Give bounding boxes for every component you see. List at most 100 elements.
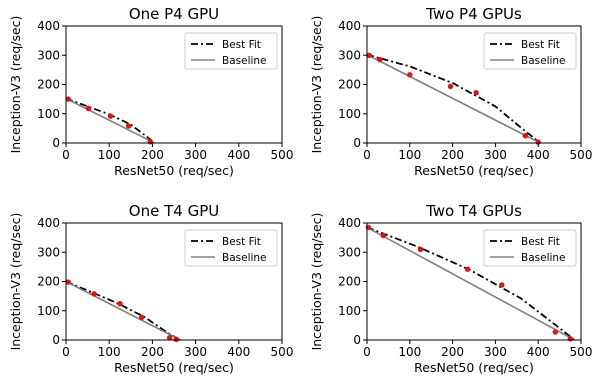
x-axis-label: ResNet50 (req/sec) <box>114 163 234 178</box>
legend-label: Best Fit <box>521 39 560 51</box>
baseline-line <box>366 53 541 144</box>
x-tick-label: 200 <box>441 345 464 359</box>
subplot-4: Two T4 GPUs 0 100 200 300 400 500 0 100 200 300 400… <box>309 202 592 375</box>
data-point <box>85 105 92 112</box>
data-point <box>138 314 145 321</box>
y-tick-label: 100 <box>338 107 361 121</box>
data-point <box>65 279 71 285</box>
data-point <box>366 52 372 58</box>
data-point <box>65 96 71 102</box>
legend: Best Fit Baseline <box>184 229 278 267</box>
y-tick-label: 200 <box>37 275 60 289</box>
y-tick-label: 0 <box>353 136 361 150</box>
data-point <box>447 83 454 90</box>
y-axis-label: Inception-V3 (req/sec) <box>309 16 324 154</box>
subplot-title: Two P4 GPUs <box>425 5 522 23</box>
best-fit-line <box>366 53 541 144</box>
legend-label: Baseline <box>521 55 566 67</box>
best-fit-line <box>65 280 181 341</box>
data-point <box>91 291 97 297</box>
y-tick-label: 100 <box>37 304 60 318</box>
baseline-line <box>366 226 575 341</box>
y-tick-label: 300 <box>338 245 361 259</box>
x-tick-label: 500 <box>271 345 294 359</box>
x-tick-label: 0 <box>62 345 70 359</box>
y-tick-label: 0 <box>52 136 60 150</box>
x-tick-label: 500 <box>271 148 294 162</box>
data-point <box>380 232 386 239</box>
y-axis-label: Inception-V3 (req/sec) <box>8 16 23 154</box>
data-point <box>417 246 424 252</box>
y-tick-label: 400 <box>37 216 60 230</box>
data-point <box>365 224 371 231</box>
subplot-title: One T4 GPU <box>129 202 219 220</box>
x-axis-label: ResNet50 (req/sec) <box>414 360 534 375</box>
x-tick-label: 500 <box>570 345 593 359</box>
y-tick-label: 400 <box>338 19 361 33</box>
legend-label: Best Fit <box>521 236 560 248</box>
legend-label: Baseline <box>222 252 267 264</box>
x-tick-label: 300 <box>484 345 507 359</box>
data-point <box>522 133 529 139</box>
x-axis-label: ResNet50 (req/sec) <box>114 360 234 375</box>
data-point <box>552 329 558 335</box>
legend-label: Baseline <box>222 55 267 67</box>
data-point <box>173 336 179 343</box>
x-tick-label: 300 <box>184 345 207 359</box>
data-point <box>125 123 132 129</box>
data-point <box>567 336 573 342</box>
legend: Best Fit Baseline <box>184 32 278 70</box>
data-point <box>407 72 413 78</box>
legend-label: Baseline <box>521 252 566 264</box>
y-tick-label: 300 <box>37 48 60 62</box>
data-point <box>464 266 471 272</box>
x-tick-label: 100 <box>398 345 421 359</box>
subplot-2: Two P4 GPUs 0 100 200 300 400 500 0 100 200 300 400… <box>309 5 592 178</box>
x-tick-label: 200 <box>441 148 464 162</box>
data-point <box>377 56 383 63</box>
y-tick-label: 0 <box>353 333 361 347</box>
x-tick-label: 0 <box>363 148 371 162</box>
x-tick-label: 500 <box>570 148 593 162</box>
x-axis-label: ResNet50 (req/sec) <box>414 163 534 178</box>
x-tick-label: 0 <box>363 345 371 359</box>
x-tick-label: 100 <box>98 345 121 359</box>
x-tick-label: 200 <box>141 148 164 162</box>
x-tick-label: 0 <box>62 148 70 162</box>
x-tick-label: 400 <box>527 345 550 359</box>
baseline-line <box>65 97 155 144</box>
data-point <box>473 90 479 96</box>
x-tick-label: 400 <box>227 345 250 359</box>
y-tick-label: 400 <box>37 19 60 33</box>
legend: Best Fit Baseline <box>483 229 577 267</box>
x-tick-label: 400 <box>227 148 250 162</box>
subplot-title: One P4 GPU <box>129 5 219 23</box>
y-tick-label: 300 <box>338 48 361 62</box>
y-tick-label: 0 <box>52 333 60 347</box>
y-tick-label: 100 <box>37 107 60 121</box>
x-tick-label: 200 <box>141 345 164 359</box>
best-fit-line <box>366 226 576 341</box>
y-tick-label: 400 <box>338 216 361 230</box>
data-point <box>117 301 123 307</box>
x-tick-label: 300 <box>484 148 507 162</box>
y-axis-label: Inception-V3 (req/sec) <box>8 213 23 351</box>
best-fit-line <box>65 97 156 144</box>
baseline-line <box>65 280 181 341</box>
legend: Best Fit Baseline <box>483 32 577 70</box>
x-tick-label: 100 <box>98 148 121 162</box>
y-axis-label: Inception-V3 (req/sec) <box>309 213 324 351</box>
x-tick-label: 400 <box>527 148 550 162</box>
subplot-title: Two T4 GPUs <box>425 202 522 220</box>
y-tick-label: 100 <box>338 304 361 318</box>
data-point <box>499 282 505 288</box>
y-tick-label: 300 <box>37 245 60 259</box>
legend-label: Best Fit <box>222 39 261 51</box>
x-tick-label: 100 <box>398 148 421 162</box>
x-tick-label: 300 <box>184 148 207 162</box>
y-tick-label: 200 <box>37 78 60 92</box>
y-tick-label: 200 <box>338 78 361 92</box>
